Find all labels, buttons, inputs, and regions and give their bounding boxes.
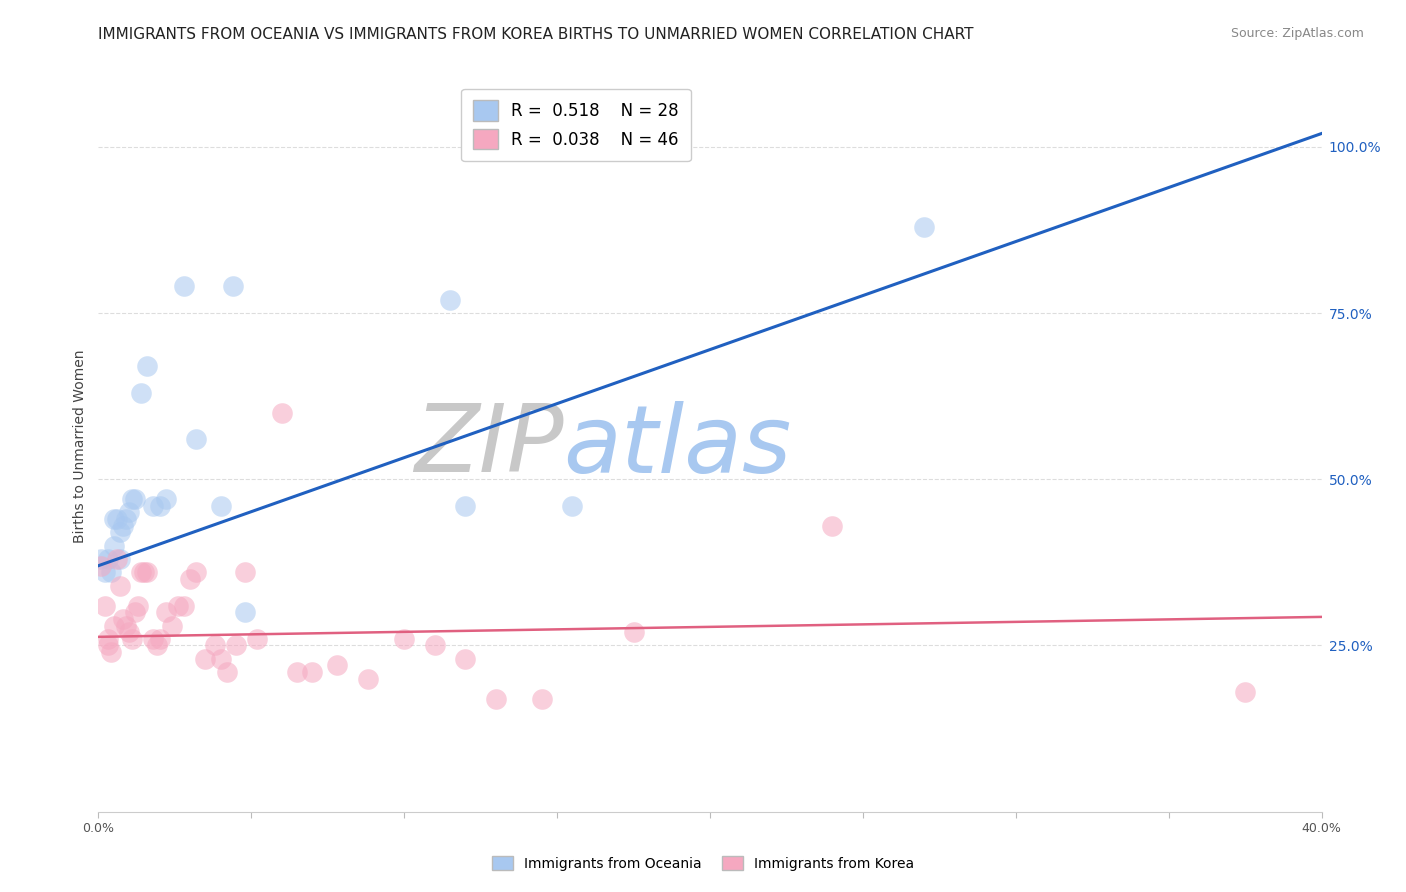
Point <box>356 672 378 686</box>
Point <box>129 566 152 580</box>
Point <box>233 566 256 580</box>
Point <box>160 618 183 632</box>
Point <box>134 566 156 580</box>
Point <box>209 652 232 666</box>
Point <box>118 625 141 640</box>
Point <box>179 572 201 586</box>
Point <box>100 566 122 580</box>
Point <box>204 639 226 653</box>
Point <box>93 566 115 580</box>
Point <box>155 605 177 619</box>
Point <box>423 639 446 653</box>
Text: ZIP: ZIP <box>413 401 564 491</box>
Point <box>118 506 141 520</box>
Point <box>225 639 247 653</box>
Point <box>127 599 149 613</box>
Point <box>115 618 138 632</box>
Point <box>246 632 269 646</box>
Point <box>108 579 131 593</box>
Point <box>136 359 159 374</box>
Point <box>222 279 245 293</box>
Point <box>209 499 232 513</box>
Point <box>186 566 208 580</box>
Point <box>155 492 177 507</box>
Point <box>111 518 134 533</box>
Point <box>301 665 323 679</box>
Point <box>485 691 508 706</box>
Point <box>821 518 844 533</box>
Point <box>136 566 159 580</box>
Point <box>392 632 416 646</box>
Point <box>103 618 125 632</box>
Point <box>285 665 308 679</box>
Text: atlas: atlas <box>564 401 792 491</box>
Point <box>270 406 292 420</box>
Legend: Immigrants from Oceania, Immigrants from Korea: Immigrants from Oceania, Immigrants from… <box>486 850 920 876</box>
Point <box>233 605 256 619</box>
Point <box>93 599 115 613</box>
Point <box>129 385 152 400</box>
Point <box>105 512 128 526</box>
Point <box>561 499 583 513</box>
Point <box>108 525 131 540</box>
Point <box>623 625 645 640</box>
Point <box>439 293 461 307</box>
Text: Source: ZipAtlas.com: Source: ZipAtlas.com <box>1230 27 1364 40</box>
Point <box>326 658 349 673</box>
Point <box>124 492 146 507</box>
Y-axis label: Births to Unmarried Women: Births to Unmarried Women <box>73 350 87 542</box>
Point <box>115 512 138 526</box>
Point <box>149 499 172 513</box>
Point <box>124 605 146 619</box>
Point <box>142 632 165 646</box>
Point <box>105 552 128 566</box>
Point <box>194 652 217 666</box>
Point <box>97 552 120 566</box>
Point <box>108 552 131 566</box>
Point <box>90 558 112 573</box>
Point <box>530 691 553 706</box>
Point <box>454 652 477 666</box>
Point <box>97 639 120 653</box>
Point <box>97 632 120 646</box>
Point <box>103 512 125 526</box>
Point <box>103 539 125 553</box>
Point <box>1234 685 1257 699</box>
Text: IMMIGRANTS FROM OCEANIA VS IMMIGRANTS FROM KOREA BIRTHS TO UNMARRIED WOMEN CORRE: IMMIGRANTS FROM OCEANIA VS IMMIGRANTS FR… <box>98 27 974 42</box>
Point <box>215 665 238 679</box>
Point <box>173 599 195 613</box>
Point <box>186 433 208 447</box>
Point <box>167 599 190 613</box>
Point <box>121 492 143 507</box>
Legend: R =  0.518    N = 28, R =  0.038    N = 46: R = 0.518 N = 28, R = 0.038 N = 46 <box>461 88 690 161</box>
Point <box>454 499 477 513</box>
Point <box>121 632 143 646</box>
Point <box>173 279 195 293</box>
Point <box>912 219 935 234</box>
Point <box>100 645 122 659</box>
Point <box>111 612 134 626</box>
Point <box>142 499 165 513</box>
Point <box>149 632 172 646</box>
Point <box>90 552 112 566</box>
Point <box>145 639 167 653</box>
